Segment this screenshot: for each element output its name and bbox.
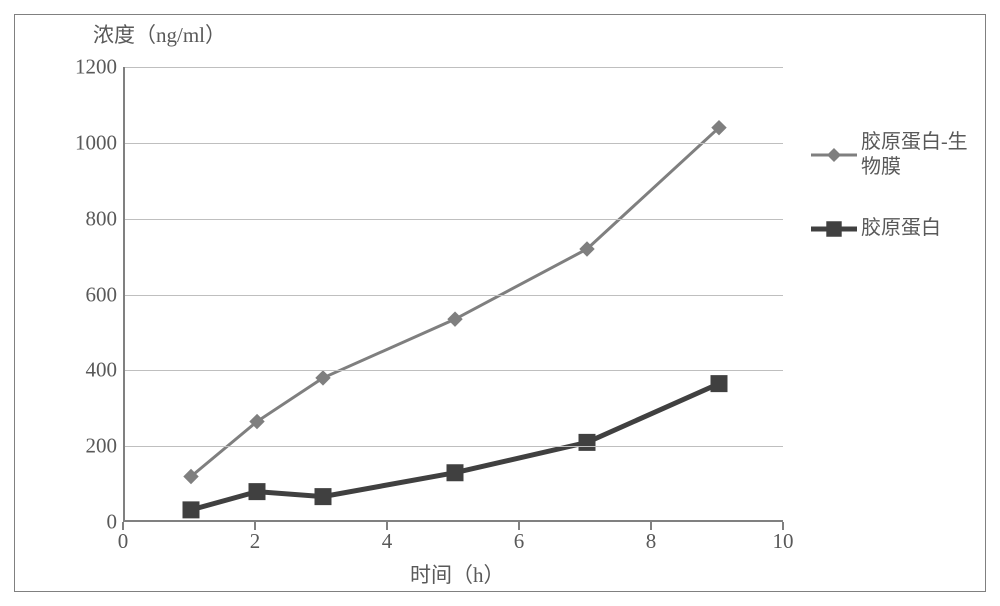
- data-marker: [249, 484, 265, 500]
- x-tick-label: 6: [514, 529, 525, 554]
- gridline: [125, 67, 783, 68]
- legend-swatch: [811, 219, 857, 239]
- data-marker: [183, 502, 199, 518]
- y-tick-label: 200: [57, 434, 117, 459]
- data-marker: [711, 376, 727, 392]
- x-tick-label: 10: [773, 529, 794, 554]
- data-marker: [447, 465, 463, 481]
- gridline: [125, 295, 783, 296]
- series-line: [191, 128, 719, 477]
- legend-item: 胶原蛋白-生物膜: [811, 130, 971, 180]
- data-marker: [579, 434, 595, 450]
- gridline: [125, 370, 783, 371]
- gridline: [125, 219, 783, 220]
- chart-frame: 浓度（ng/ml） 时间（h） 胶原蛋白-生物膜胶原蛋白 0 200 400 600 8…: [14, 14, 986, 592]
- y-tick-label: 1000: [57, 130, 117, 155]
- gridline: [125, 446, 783, 447]
- y-tick-label: 0: [57, 510, 117, 535]
- x-tick-label: 0: [118, 529, 129, 554]
- y-tick-label: 1200: [57, 55, 117, 80]
- legend-item: 胶原蛋白: [811, 216, 971, 241]
- y-axis-title: 浓度（ng/ml）: [93, 19, 226, 49]
- x-tick-label: 8: [646, 529, 657, 554]
- legend: 胶原蛋白-生物膜胶原蛋白: [811, 130, 971, 277]
- plot-area: [123, 67, 783, 522]
- gridline: [125, 143, 783, 144]
- chart-svg: [125, 67, 783, 520]
- legend-label: 胶原蛋白: [861, 216, 941, 241]
- x-tick-label: 4: [382, 529, 393, 554]
- data-marker: [315, 489, 331, 505]
- y-tick-label: 400: [57, 358, 117, 383]
- legend-swatch: [811, 145, 857, 165]
- x-axis-title: 时间（h）: [410, 559, 505, 589]
- x-tick-label: 2: [250, 529, 261, 554]
- y-tick-label: 600: [57, 282, 117, 307]
- legend-label: 胶原蛋白-生物膜: [861, 130, 971, 180]
- y-tick-label: 800: [57, 206, 117, 231]
- data-marker: [448, 312, 462, 326]
